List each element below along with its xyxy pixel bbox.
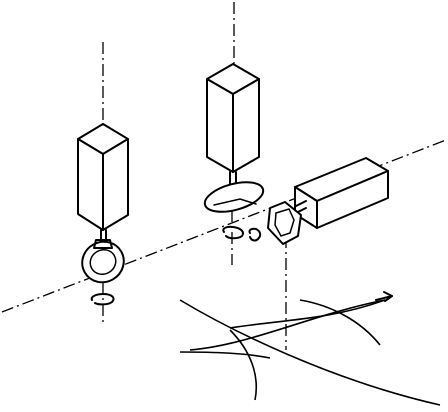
right-end-tool [267, 201, 302, 245]
middle-spindle-housing [206, 63, 260, 173]
right-spindle-housing [294, 157, 389, 229]
workpiece-surface-grid [179, 299, 441, 406]
feed-arrow-line [375, 295, 393, 301]
small-rotation-arrow [248, 227, 262, 242]
left-rotation-arrow [90, 293, 115, 306]
left-spindle-housing [77, 123, 129, 231]
middle-rotation-arrow [222, 225, 244, 240]
feed-arrow-head [383, 291, 393, 302]
left-ring-tool [81, 239, 125, 284]
middle-disc-tool [203, 181, 265, 213]
